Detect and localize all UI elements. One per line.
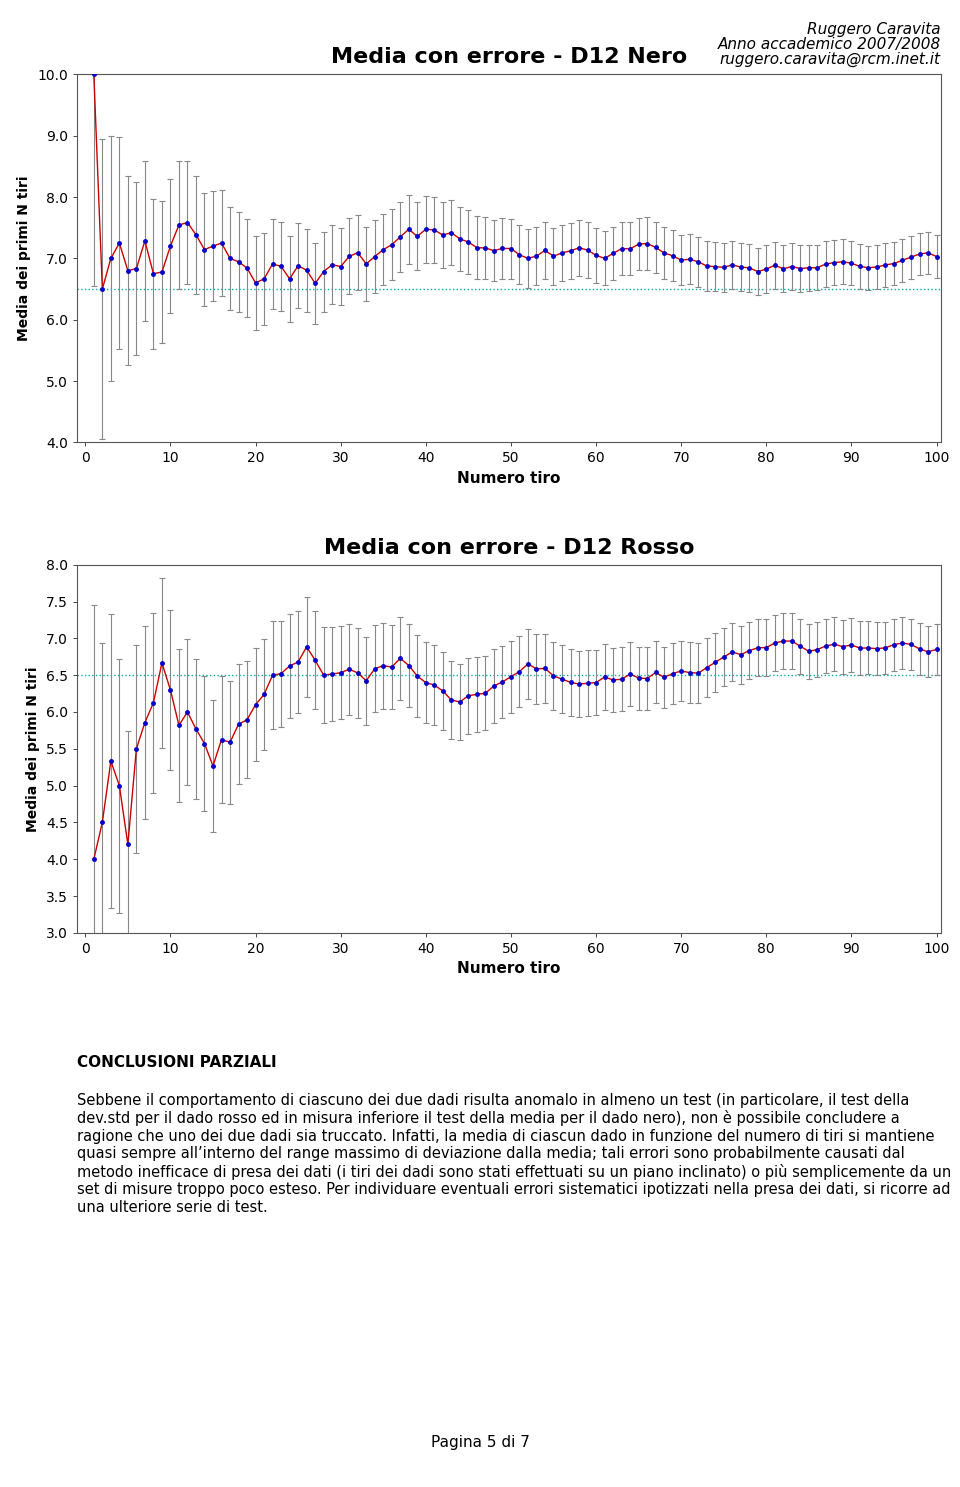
Y-axis label: Media dei primi N tiri: Media dei primi N tiri <box>26 666 40 831</box>
Y-axis label: Media dei primi N tiri: Media dei primi N tiri <box>17 175 32 341</box>
Title: Media con errore - D12 Nero: Media con errore - D12 Nero <box>330 48 687 67</box>
Text: ruggero.caravita@rcm.inet.it: ruggero.caravita@rcm.inet.it <box>720 52 941 67</box>
X-axis label: Numero tiro: Numero tiro <box>457 962 561 977</box>
Text: Anno accademico 2007/2008: Anno accademico 2007/2008 <box>717 37 941 52</box>
Text: Ruggero Caravita: Ruggero Caravita <box>807 22 941 37</box>
Text: Pagina 5 di 7: Pagina 5 di 7 <box>431 1435 529 1450</box>
Title: Media con errore - D12 Rosso: Media con errore - D12 Rosso <box>324 538 694 558</box>
Text: Sebbene il comportamento di ciascuno dei due dadi risulta anomalo in almeno un t: Sebbene il comportamento di ciascuno dei… <box>77 1093 951 1215</box>
Text: CONCLUSIONI PARZIALI: CONCLUSIONI PARZIALI <box>77 1056 276 1071</box>
X-axis label: Numero tiro: Numero tiro <box>457 471 561 486</box>
